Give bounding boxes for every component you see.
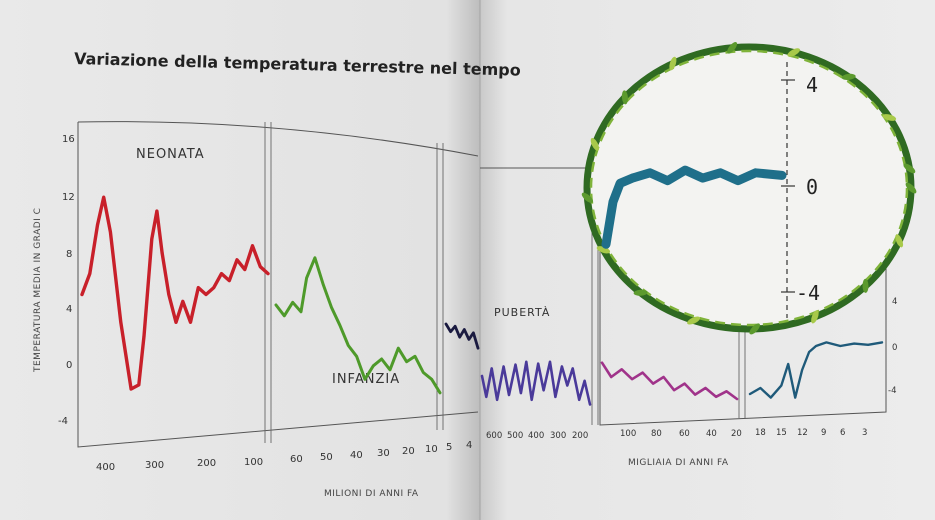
y-tick-right-4: 4: [892, 297, 897, 307]
x-tick: 40: [706, 429, 717, 439]
series-line-1: [80, 195, 270, 391]
leaf: [669, 56, 677, 71]
series-line-2: [274, 256, 442, 395]
y-tick-4: 4: [66, 304, 72, 315]
leaf: [590, 138, 600, 151]
x-tick: 12: [797, 428, 808, 438]
x-tick: 500: [507, 431, 523, 441]
x-axis-label-left: MILIONI DI ANNI FA: [324, 489, 419, 499]
x-tick: 10: [425, 444, 438, 455]
leaf: [811, 310, 819, 324]
leaf: [687, 316, 701, 325]
x-tick: 20: [731, 429, 742, 439]
leaf: [787, 48, 800, 57]
zoom-fill: [587, 47, 911, 329]
era-label-neonata: NEONATA: [136, 147, 205, 162]
leaf: [621, 90, 628, 105]
y-tick-12: 12: [62, 192, 75, 203]
leaf: [841, 73, 856, 80]
x-tick: 3: [862, 428, 867, 438]
y-tick-8: 8: [66, 249, 72, 260]
y-axis-label: TEMPERATURA MEDIA IN GRADI C: [33, 208, 43, 373]
leaf: [633, 289, 648, 296]
series-line-5: [600, 361, 739, 401]
zoom-tick-label-0: 0: [806, 175, 818, 199]
x-tick: 600: [486, 431, 502, 441]
leaf: [581, 192, 594, 203]
y-ticks-right: 4 0 -4: [888, 297, 897, 396]
x-ticks-recent: 18 15 12 9 6 3: [755, 428, 867, 438]
x-tick: 50: [320, 452, 333, 463]
zoom-tick-label-minus4: -4: [796, 281, 820, 305]
leaf: [905, 182, 917, 194]
series-line-3: [444, 322, 480, 350]
series-line-4: [480, 360, 592, 406]
x-tick: 200: [197, 458, 216, 469]
x-tick: 18: [755, 428, 766, 438]
leaf: [727, 42, 738, 54]
x-tick: 15: [776, 428, 787, 438]
leaf: [862, 278, 869, 293]
x-tick: 100: [620, 429, 636, 439]
leaf: [596, 246, 611, 254]
x-tick: 5: [446, 442, 452, 453]
x-tick: 300: [145, 460, 164, 471]
wreath-leaves: [581, 42, 917, 335]
x-tick: 200: [572, 431, 588, 441]
y-tick-0: 0: [66, 360, 72, 371]
x-axis-label-right: MIGLIAIA DI ANNI FA: [628, 458, 729, 468]
panel-dividers: [264, 122, 746, 443]
y-tick-right-0: 0: [892, 343, 897, 353]
series-line-6: [748, 341, 884, 399]
x-tick: 400: [96, 462, 115, 473]
x-tick: 40: [350, 450, 363, 461]
y-ticks-left: 16 12 8 4 0 -4: [58, 134, 75, 427]
x-ticks-infanzia: 60 50 40 30 20 10 5 4: [290, 440, 472, 465]
wreath-ring-inner: [589, 49, 909, 327]
leaf: [749, 323, 760, 335]
era-label-puberta: PUBERTÀ: [494, 306, 550, 319]
x-tick: 6: [840, 428, 845, 438]
left-page: [0, 0, 480, 520]
chart-frame: [77, 121, 887, 448]
y-tick-right-minus4: -4: [888, 386, 896, 396]
x-tick: 9: [821, 428, 826, 438]
x-tick: 400: [528, 431, 544, 441]
x-tick: 60: [290, 454, 303, 465]
x-ticks-magenta: 100 80 60 40 20: [620, 429, 742, 439]
x-tick: 30: [377, 448, 390, 459]
x-tick: 4: [466, 440, 472, 451]
x-tick: 80: [651, 429, 662, 439]
series-line-7: [601, 165, 787, 249]
y-tick-16: 16: [62, 134, 75, 145]
series-layer: [80, 195, 884, 406]
leaf: [903, 163, 916, 174]
x-tick: 20: [402, 446, 415, 457]
x-tick: 300: [550, 431, 566, 441]
leaf: [895, 234, 904, 248]
zoom-tick-label-4: 4: [806, 73, 818, 97]
x-ticks-neonata: 400 300 200 100: [96, 457, 263, 473]
leaf: [882, 114, 897, 121]
leaf-wreath-zoom: 4 0 -4: [581, 42, 917, 335]
x-tick: 100: [244, 457, 263, 468]
x-tick: 60: [679, 429, 690, 439]
y-tick-minus4: -4: [58, 416, 68, 427]
x-ticks-puberta: 600 500 400 300 200: [486, 431, 588, 441]
zoom-series-layer: [601, 165, 787, 249]
